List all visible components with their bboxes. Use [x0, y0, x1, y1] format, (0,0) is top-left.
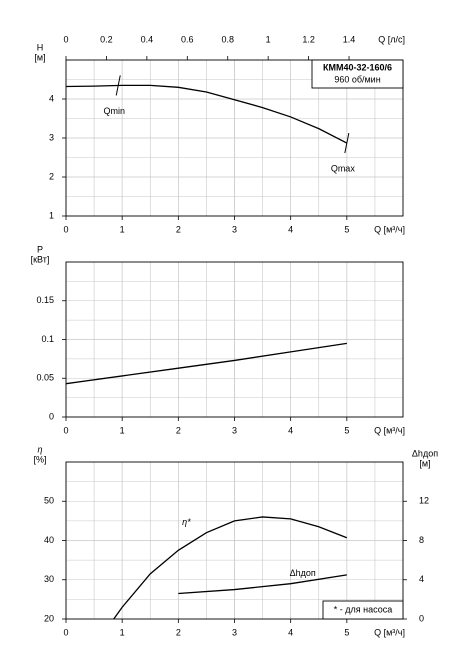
x-tick-label: 5	[344, 627, 349, 637]
curve	[178, 574, 347, 595]
x-tick-label: 5	[344, 425, 349, 435]
y-axis-label: P	[37, 244, 43, 254]
y2-tick-label: 8	[419, 535, 424, 545]
x-tick-label: 0	[63, 627, 68, 637]
y-tick-label: 50	[44, 496, 54, 506]
x-tick-label: 1	[120, 425, 125, 435]
note: * - для насоса	[334, 604, 392, 614]
y-axis-unit: [м]	[34, 52, 45, 62]
annotation: Qmin	[103, 106, 125, 116]
title-box	[311, 59, 404, 89]
chart-subtitle: 960 об/мин	[334, 74, 380, 84]
plot-frame	[65, 461, 404, 620]
y-tick-label: 0	[49, 411, 54, 421]
x-tick-label: 3	[232, 627, 237, 637]
x-tick-label: 5	[344, 224, 349, 234]
y2-tick-label: 12	[419, 496, 429, 506]
y-tick-label: 30	[44, 574, 54, 584]
y-tick-label: 40	[44, 535, 54, 545]
y-tick-label: 0.05	[36, 373, 54, 383]
limit-marker	[344, 132, 350, 154]
y-axis-unit: [%]	[33, 454, 46, 464]
y-axis-label: η	[38, 444, 43, 454]
x2-tick-label: 0.2	[100, 34, 113, 44]
x2-tick-label: 0.6	[181, 34, 194, 44]
y2-axis-label: Δhдоп	[412, 448, 438, 458]
x-axis-label: Q [м³/ч]	[374, 627, 405, 637]
x-tick-label: 1	[120, 224, 125, 234]
note-box	[322, 600, 404, 620]
x-tick-label: 2	[176, 425, 181, 435]
y-tick-label: 1	[49, 210, 54, 220]
curve-label: Δhдоп	[290, 568, 316, 578]
x2-tick-label: 1.2	[302, 34, 315, 44]
curve	[65, 342, 347, 385]
x-tick-label: 2	[176, 627, 181, 637]
x2-tick-label: 1.4	[343, 34, 356, 44]
x2-tick-label: 1	[266, 34, 271, 44]
plot-frame	[65, 261, 404, 418]
x2-tick-label: 0	[63, 34, 68, 44]
x-tick-label: 2	[176, 224, 181, 234]
curve	[65, 84, 348, 144]
y2-axis-unit: [м]	[419, 458, 430, 468]
x-tick-label: 0	[63, 224, 68, 234]
x-tick-label: 3	[232, 425, 237, 435]
chart-title: КММ40-32-160/6	[323, 62, 392, 72]
x2-tick-label: 0.8	[221, 34, 234, 44]
x-axis-label: Q [м³/ч]	[374, 224, 405, 234]
y2-tick-label: 4	[419, 574, 424, 584]
x-tick-label: 4	[288, 224, 293, 234]
limit-marker	[115, 75, 121, 96]
x-axis-label: Q [м³/ч]	[374, 425, 405, 435]
y-tick-label: 0.1	[41, 334, 54, 344]
y-tick-label: 20	[44, 613, 54, 623]
y-axis-unit: [кВт]	[31, 254, 50, 264]
curve	[113, 516, 348, 620]
y2-tick-label: 0	[419, 613, 424, 623]
y-tick-label: 3	[49, 132, 54, 142]
x-tick-label: 3	[232, 224, 237, 234]
y-axis-label: H	[37, 42, 44, 52]
x2-axis-label: Q [л/с]	[378, 34, 405, 44]
y-tick-label: 0.15	[36, 295, 54, 305]
plot-frame	[65, 59, 404, 217]
x-tick-label: 1	[120, 627, 125, 637]
y-tick-label: 4	[49, 93, 54, 103]
curve-label: η*	[182, 517, 191, 527]
annotation: Qmax	[331, 163, 356, 173]
x-tick-label: 4	[288, 627, 293, 637]
x-tick-label: 0	[63, 425, 68, 435]
y-tick-label: 2	[49, 171, 54, 181]
x-tick-label: 4	[288, 425, 293, 435]
x2-tick-label: 0.4	[141, 34, 154, 44]
